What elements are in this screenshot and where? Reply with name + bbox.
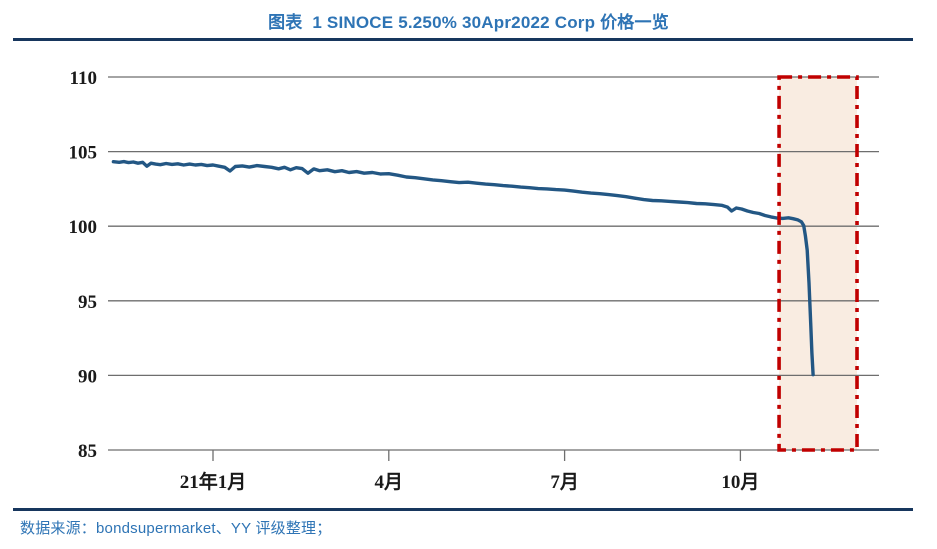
highlight-region-fill-rect <box>779 77 858 450</box>
x-tick-label: 7月 <box>550 472 579 493</box>
x-axis-ticks <box>212 450 742 461</box>
y-tick-label: 85 <box>78 441 97 462</box>
x-axis-labels: 21年1月 4月 7月 10月 <box>180 470 760 493</box>
y-tick-label: 90 <box>78 366 97 387</box>
chart-title: 图表 1 SINOCE 5.250% 30Apr2022 Corp 价格一览 <box>268 13 669 32</box>
price-line-chart: 110 105 100 95 90 85 21年1月 4月 7月 10月 <box>69 68 879 493</box>
y-tick-label: 95 <box>78 292 97 313</box>
x-tick-label: 4月 <box>375 472 404 493</box>
title-divider-line <box>13 38 913 41</box>
y-tick-label: 110 <box>70 68 97 89</box>
gridlines <box>108 76 879 451</box>
price-line-series <box>111 159 815 377</box>
x-tick-label: 10月 <box>721 472 759 493</box>
highlight-region-fill <box>779 77 858 450</box>
y-tick-label: 100 <box>69 217 98 238</box>
highlight-region-border <box>777 75 859 452</box>
y-axis-labels: 110 105 100 95 90 85 <box>69 68 98 462</box>
source-note: 数据来源：bondsupermarket、YY 评级整理； <box>20 520 332 537</box>
footer-divider-line <box>13 508 913 511</box>
x-tick-label: 21年1月 <box>180 470 247 493</box>
y-tick-label: 105 <box>69 143 98 164</box>
